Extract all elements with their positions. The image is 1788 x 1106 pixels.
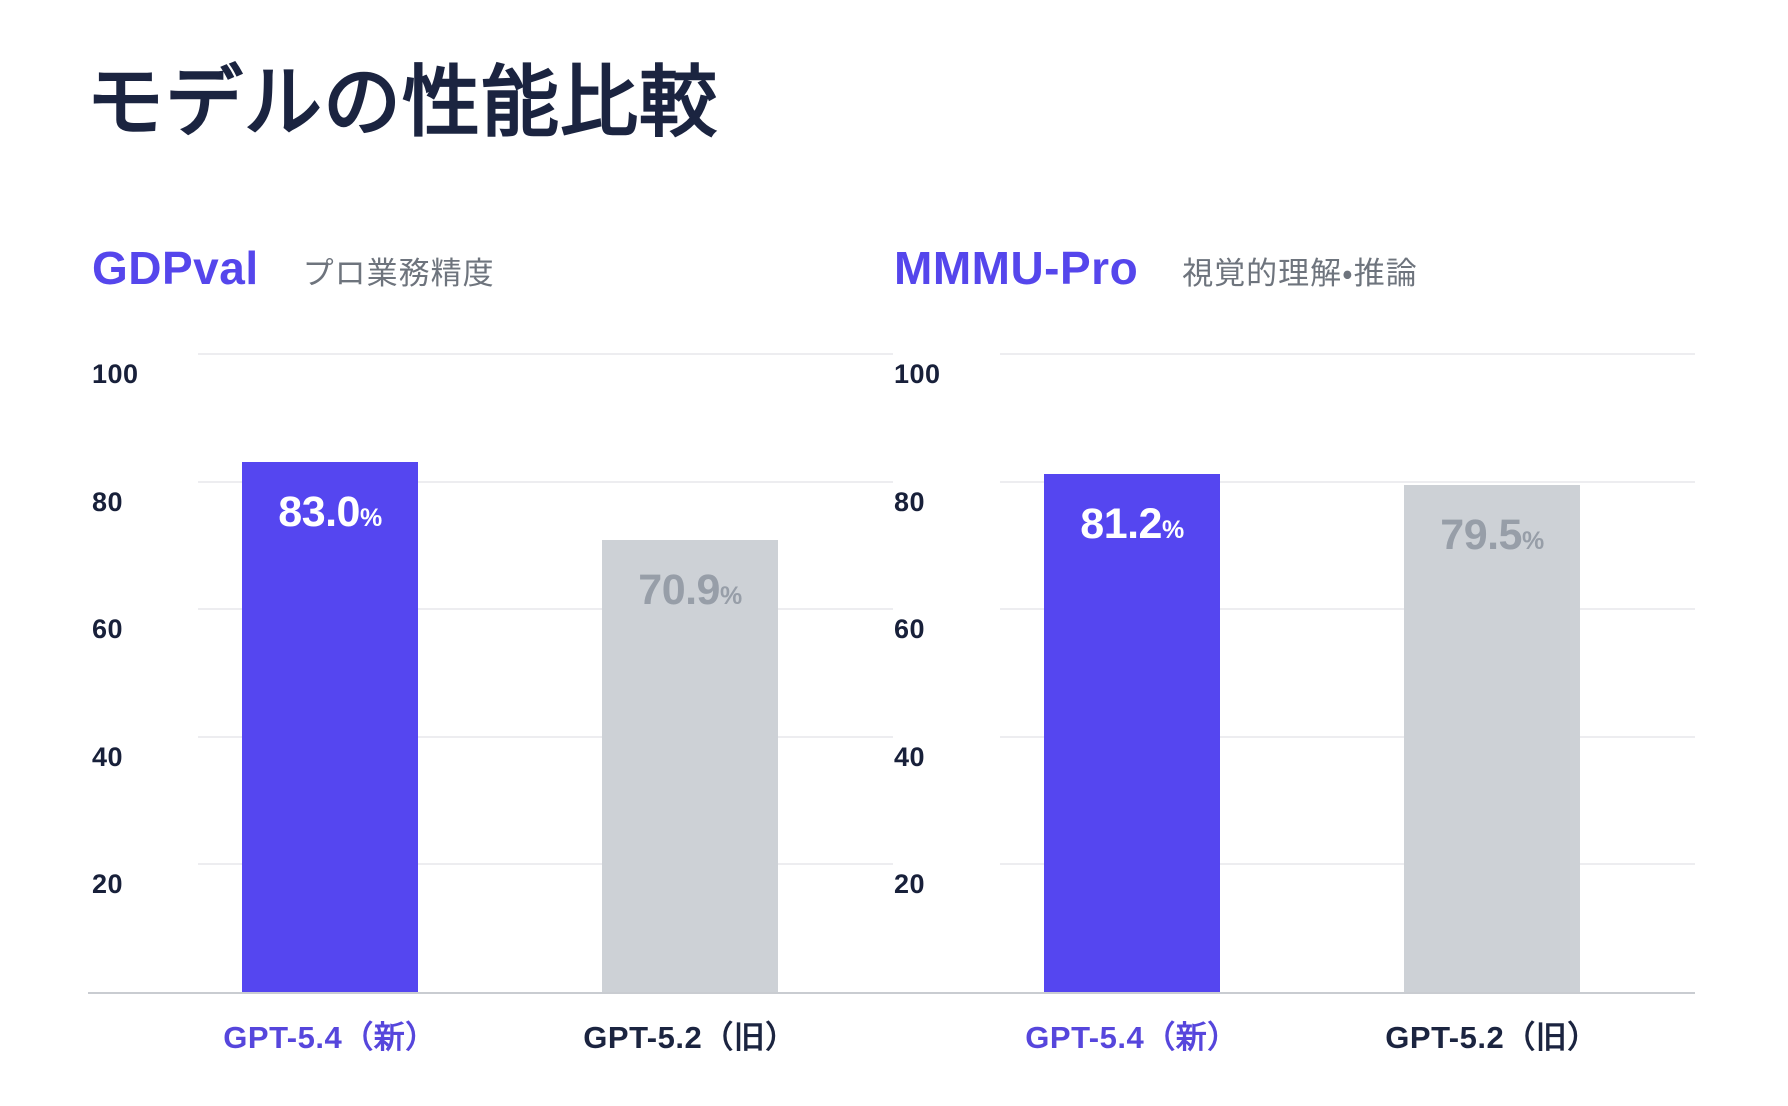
gridline-100 [1000,353,1695,355]
page-title: モデルの性能比較 [86,58,719,146]
chart-panel-gdpval: GDPval プロ業務精度 83.0% 70.9% 100 80 60 40 20 GPT-… [88,235,893,1075]
chart-panel-mmmu-pro: MMMU-Pro 視覚的理解・推論 81.2% 79.5% 100 80 60 40 20… [890,235,1695,1075]
chart-header: GDPval プロ業務精度 [92,241,893,295]
gridline-80 [198,480,893,483]
gridline-60 [198,608,893,611]
y-tick-label-40: 40 [92,741,124,772]
y-tick-label-20: 20 [92,869,124,900]
bar-value-unit: % [359,504,382,533]
y-tick-label-60: 60 [92,614,124,645]
bar-GPT-5.4（新）: 83.0% [242,462,418,992]
chart-header: MMMU-Pro 視覚的理解・推論 [894,241,1695,295]
bar-value-unit: % [719,581,742,610]
gridline-40 [1000,735,1695,738]
y-tick-label-100: 100 [894,359,941,389]
gridline-100 [198,353,893,355]
bar-GPT-5.2（旧）: 70.9% [602,539,778,992]
bar-value-label: 79.5% [1440,510,1544,559]
bar-value-unit: % [1521,526,1544,555]
benchmark-subtitle: 視覚的理解・推論 [1182,256,1418,291]
y-tick-label-60: 60 [894,614,926,645]
category-label-GPT-5.2（旧）: GPT-5.2（旧） [1385,1020,1599,1055]
category-label-GPT-5.4（新）: GPT-5.4（新） [223,1020,437,1055]
category-label-GPT-5.2（旧）: GPT-5.2（旧） [583,1020,797,1055]
bar-value-label: 81.2% [1080,499,1184,548]
gridline-20 [198,863,893,866]
gridline-20 [1000,863,1695,866]
category-label-GPT-5.4（新）: GPT-5.4（新） [1025,1020,1239,1055]
plot-area: 83.0% 70.9% [198,353,893,992]
bar-value-label: 70.9% [638,565,742,614]
bar-GPT-5.4（新）: 81.2% [1044,473,1220,992]
benchmark-subtitle: プロ業務精度 [302,256,495,291]
bar-GPT-5.2（旧）: 79.5% [1404,484,1580,992]
y-tick-label-40: 40 [894,741,926,772]
bar-value-label: 83.0% [278,488,382,537]
y-tick-label-100: 100 [92,359,139,389]
benchmark-name: MMMU-Pro [894,242,1139,294]
gridline-40 [198,735,893,738]
y-tick-label-20: 20 [894,869,926,900]
gridline-80 [1000,480,1695,483]
y-tick-label-80: 80 [894,486,926,517]
y-tick-label-80: 80 [92,486,124,517]
gridline-60 [1000,608,1695,611]
x-axis-baseline [890,992,1695,994]
x-axis-baseline [88,992,893,994]
benchmark-name: GDPval [92,242,259,294]
bar-value-unit: % [1161,515,1184,544]
plot-area: 81.2% 79.5% [1000,353,1695,992]
